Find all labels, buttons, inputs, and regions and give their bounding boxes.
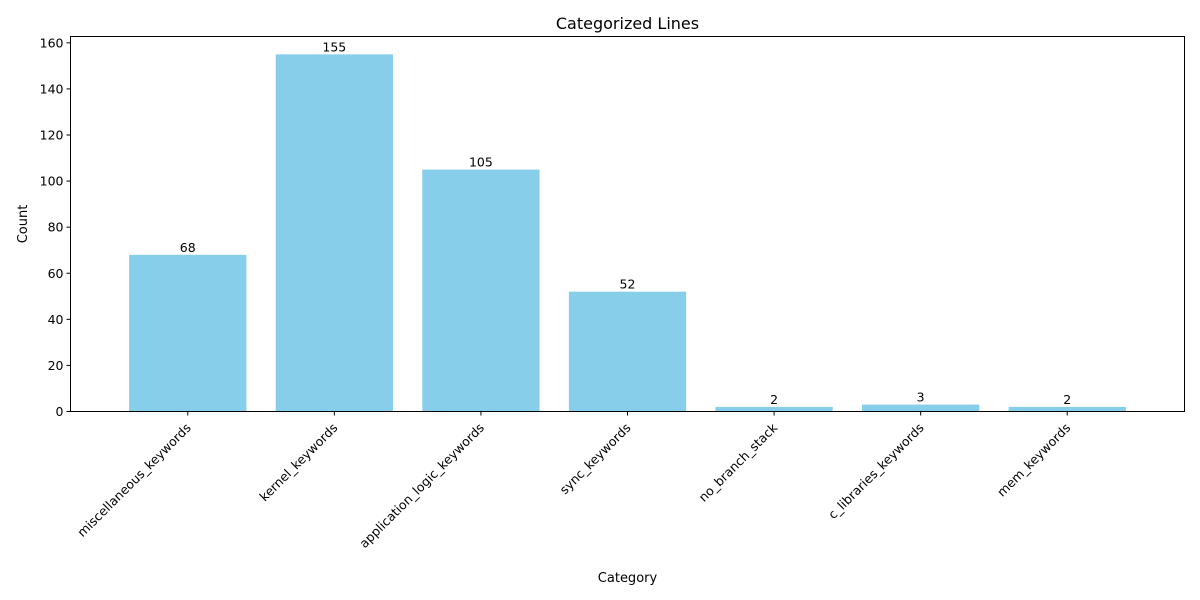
y-tick-label-20: 20 — [48, 358, 64, 373]
y-tick-label-120: 120 — [40, 128, 64, 143]
data-label-mem_keywords: 2 — [1063, 392, 1071, 407]
y-tick-label-60: 60 — [48, 266, 64, 281]
y-axis: 0 20 40 60 80 100 120 140 160 — [40, 35, 71, 419]
y-tick-label-0: 0 — [56, 404, 64, 419]
bar-c_libraries_keywords — [862, 404, 980, 412]
y-tick-label-140: 140 — [40, 81, 64, 96]
x-tick-label-miscellaneous_keywords: miscellaneous_keywords — [74, 420, 194, 540]
y-axis-label: Count — [16, 205, 31, 244]
x-tick-label-no_branch_stack: no_branch_stack — [696, 419, 781, 504]
bar-mem_keywords — [1008, 406, 1126, 412]
bar-sync_keywords — [568, 291, 687, 412]
data-label-no_branch_stack: 2 — [770, 392, 778, 407]
y-tick-label-100: 100 — [40, 174, 64, 189]
bars-group — [129, 54, 1126, 412]
chart-title: Categorized Lines — [556, 14, 699, 33]
x-tick-label-sync_keywords: sync_keywords — [556, 420, 633, 497]
bar-kernel_keywords — [275, 54, 393, 412]
y-tick-label-160: 160 — [40, 35, 64, 50]
bar-no_branch_stack — [715, 406, 833, 412]
data-label-sync_keywords: 52 — [620, 277, 636, 292]
bar-application_logic_keywords — [422, 169, 540, 412]
bar-miscellaneous_keywords — [129, 254, 247, 412]
x-tick-label-c_libraries_keywords: c_libraries_keywords — [825, 420, 927, 522]
data-label-application_logic_keywords: 105 — [469, 155, 493, 170]
data-label-kernel_keywords: 155 — [322, 39, 346, 54]
x-tick-label-mem_keywords: mem_keywords — [994, 420, 1073, 499]
plot-frame — [70, 36, 1185, 412]
x-tick-label-application_logic_keywords: application_logic_keywords — [356, 420, 487, 551]
y-tick-label-40: 40 — [48, 312, 64, 327]
x-tick-label-kernel_keywords: kernel_keywords — [256, 420, 340, 504]
x-axis: miscellaneous_keywords kernel_keywords app… — [74, 411, 1073, 551]
data-label-c_libraries_keywords: 3 — [917, 390, 925, 405]
data-labels-group: 68 155 105 52 2 3 2 — [180, 39, 1071, 407]
y-tick-label-80: 80 — [48, 220, 64, 235]
x-axis-label: Category — [598, 571, 658, 586]
data-label-miscellaneous_keywords: 68 — [180, 240, 196, 255]
